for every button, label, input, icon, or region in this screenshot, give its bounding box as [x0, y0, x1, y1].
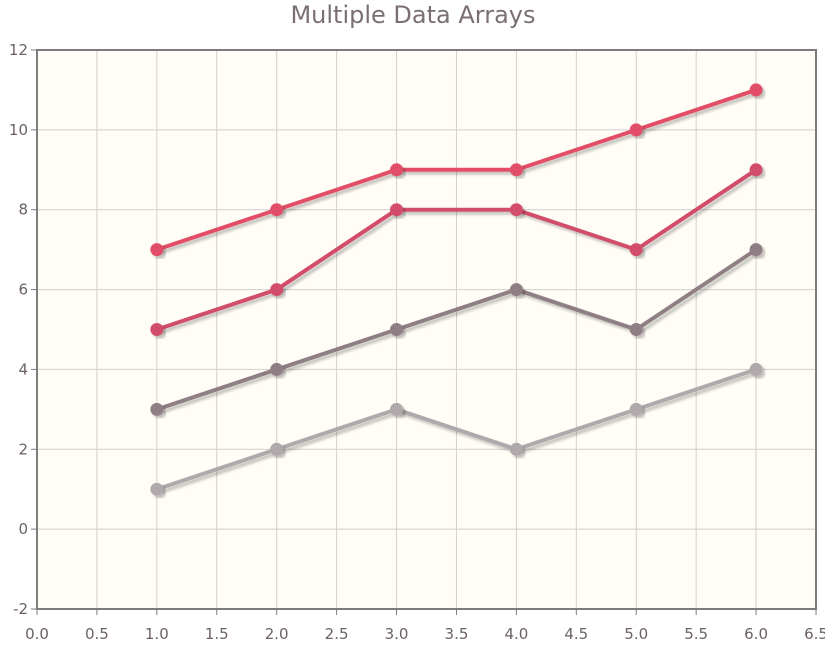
series-point	[749, 362, 763, 376]
series-point	[629, 323, 643, 336]
x-tick-label: 0.0	[25, 625, 49, 643]
x-tick-label: 2.5	[325, 625, 349, 643]
series-line	[154, 367, 759, 492]
series-layer	[150, 83, 763, 496]
series-line	[154, 247, 759, 412]
label-layer: 0.0 0.5 1.0 1.5 2.0 2.5 3.0 3.5 4.0 4.5 5.0 5.5 6.0 6…	[9, 41, 825, 643]
axis-layer	[31, 49, 817, 615]
x-tick-label: 6.5	[804, 625, 825, 643]
series-point	[390, 163, 404, 177]
y-tick-label: 6	[18, 281, 28, 299]
plot-frame	[36, 49, 817, 610]
y-tick-label: 12	[9, 41, 28, 59]
series-point	[270, 362, 284, 376]
plot-background	[37, 50, 816, 609]
y-tick-label: 10	[9, 121, 28, 139]
plot-layer	[37, 50, 816, 609]
x-tick-label: 1.0	[145, 625, 169, 643]
x-tick-label: 3.5	[445, 625, 469, 643]
y-tick-label: 2	[18, 440, 28, 458]
series-2	[150, 163, 763, 336]
y-tick-label: -2	[13, 600, 28, 618]
series-3	[150, 243, 763, 416]
series-point	[749, 243, 763, 257]
series-point	[629, 243, 643, 257]
x-tick-label: 0.5	[85, 625, 109, 643]
x-tick-label: 2.0	[265, 625, 289, 643]
series-point	[150, 482, 164, 496]
x-tick-label: 6.0	[744, 625, 768, 643]
series-1	[150, 83, 763, 257]
series-point	[150, 323, 164, 336]
series-point	[509, 163, 523, 177]
x-tick-label: 1.5	[205, 625, 229, 643]
series-point	[509, 442, 523, 456]
x-tick-label: 5.0	[624, 625, 648, 643]
x-tick-label: 4.5	[564, 625, 588, 643]
series-point	[629, 402, 643, 416]
y-tick-label: 8	[18, 201, 28, 219]
series-point	[270, 442, 284, 456]
x-tick-label: 4.0	[504, 625, 528, 643]
x-tick-label: 5.5	[684, 625, 708, 643]
series-4	[150, 362, 763, 496]
series-point	[509, 283, 523, 297]
series-point	[150, 402, 164, 416]
series-point	[270, 203, 284, 217]
y-tick-label: 4	[18, 360, 28, 378]
series-line	[154, 87, 759, 252]
x-tick-label: 3.0	[385, 625, 409, 643]
series-point	[390, 323, 404, 336]
series-point	[390, 402, 404, 416]
chart-title: Multiple Data Arrays	[290, 1, 535, 29]
series-point	[629, 123, 643, 137]
series-line	[154, 167, 759, 332]
y-tick-label: 0	[18, 520, 28, 538]
series-point	[509, 203, 523, 217]
series-point	[390, 203, 404, 217]
series-point	[150, 243, 164, 257]
series-point	[749, 163, 763, 177]
series-point	[270, 283, 284, 297]
series-point	[749, 83, 763, 97]
